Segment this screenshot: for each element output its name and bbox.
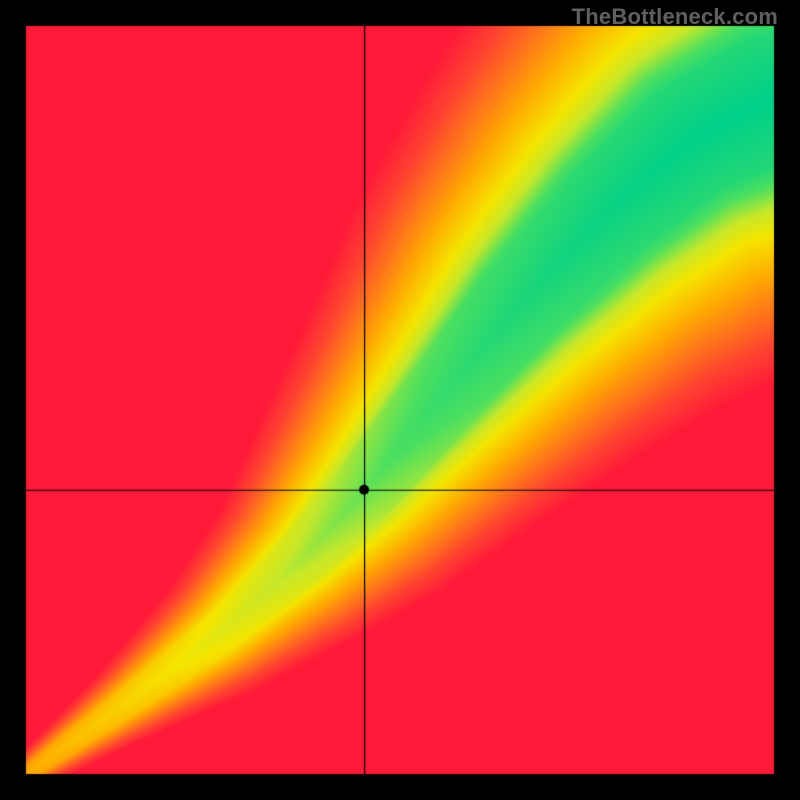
bottleneck-heatmap-canvas	[0, 0, 800, 800]
watermark-text: TheBottleneck.com	[572, 4, 778, 30]
